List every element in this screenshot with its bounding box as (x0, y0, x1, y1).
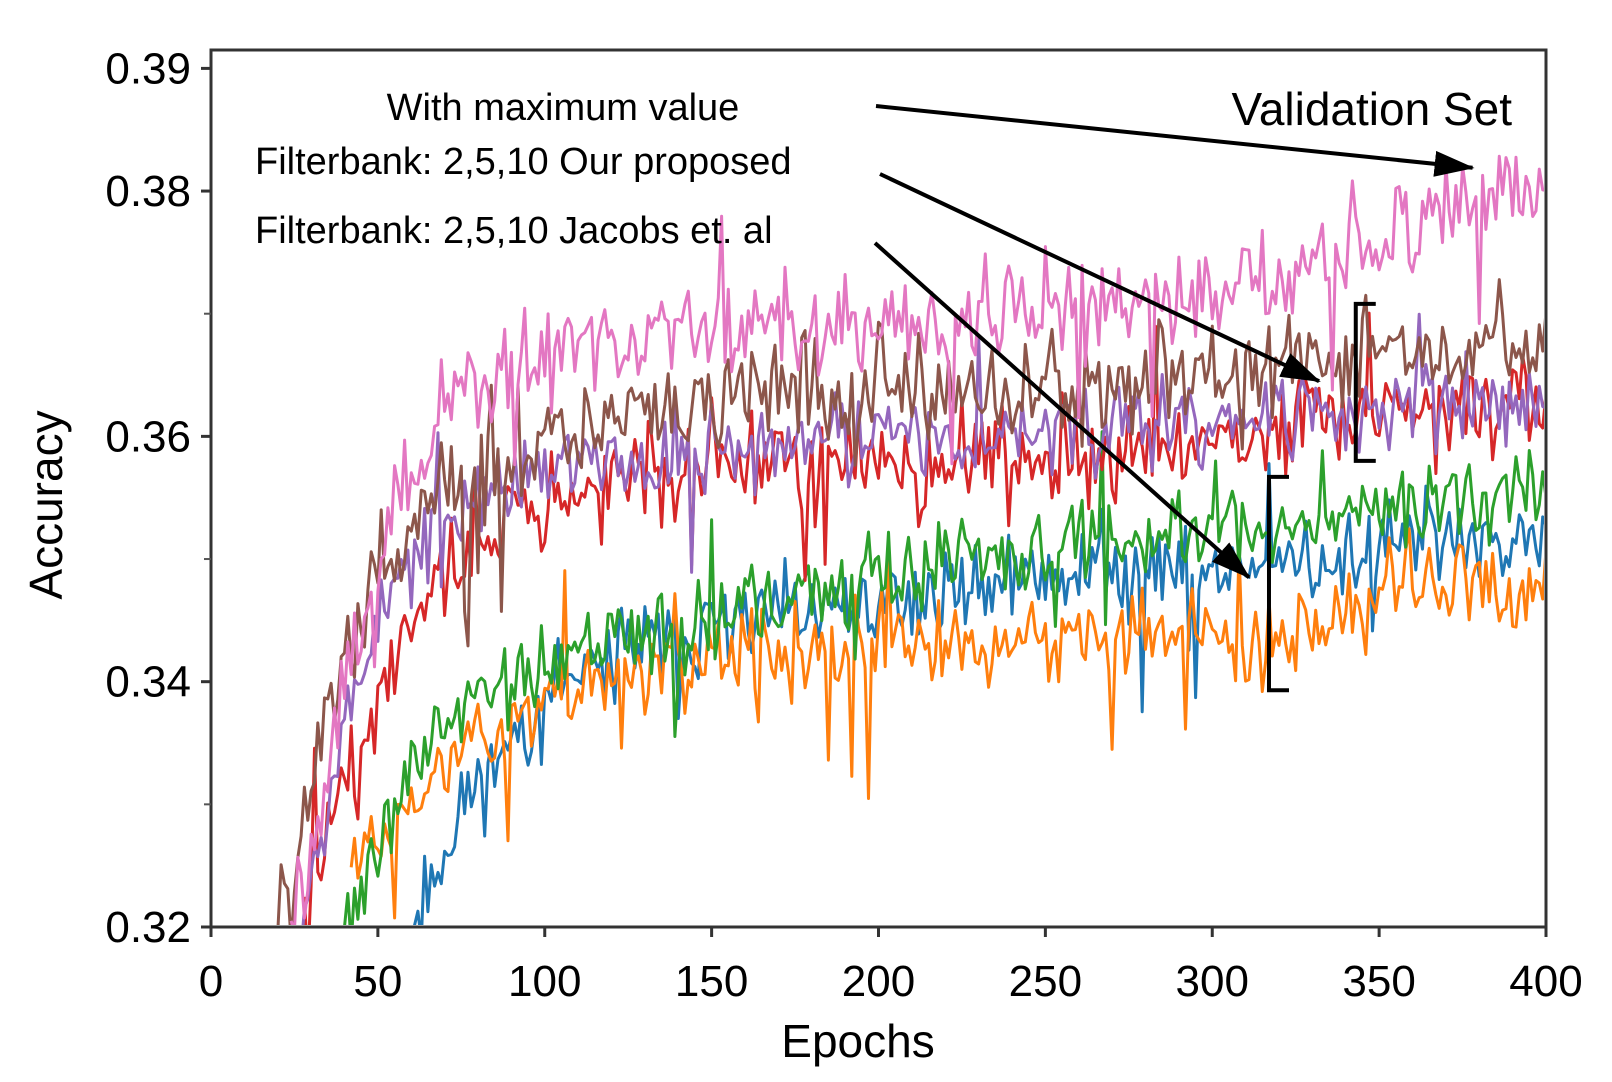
y-tick-label-0.34: 0.34 (105, 658, 191, 707)
x-tick-label-100: 100 (508, 957, 581, 1006)
axis-layer: 0 50 100 150 200 250 300 350 400 0.32 0.34 0.36 0.38… (105, 44, 1582, 1006)
x-tick-label-0: 0 (199, 957, 223, 1006)
arrow-max-value (875, 104, 1475, 177)
series-line-blue (413, 462, 1544, 925)
series-layer (276, 154, 1544, 925)
annotation-max-value: With maximum value (387, 87, 740, 129)
x-axis-title: Epochs (781, 1015, 934, 1067)
x-tick-label-150: 150 (675, 957, 748, 1006)
y-tick-label-0.32: 0.32 (105, 903, 191, 952)
x-tick-label-50: 50 (353, 957, 402, 1006)
series-line-pink (289, 154, 1544, 925)
arrow-our-proposed (879, 172, 1321, 383)
annotation-jacobs: Filterbank: 2,5,10 Jacobs et. al (255, 210, 773, 252)
x-tick-label-250: 250 (1009, 957, 1082, 1006)
y-axis-title: Accuracy (20, 410, 72, 599)
x-tick-label-400: 400 (1509, 957, 1582, 1006)
series-line-green (343, 430, 1544, 925)
x-tick-label-300: 300 (1176, 957, 1249, 1006)
arrow-jacobs (873, 241, 1251, 579)
bracket-upper-group (1353, 301, 1376, 463)
annotation-our-proposed: Filterbank: 2,5,10 Our proposed (255, 141, 792, 183)
panel-title: Validation Set (1232, 83, 1513, 135)
y-tick-label-0.38: 0.38 (105, 167, 191, 216)
y-tick-label-0.36: 0.36 (105, 412, 191, 461)
x-tick-label-200: 200 (842, 957, 915, 1006)
bracket-lower-group (1266, 474, 1289, 693)
x-tick-label-350: 350 (1342, 957, 1415, 1006)
bracket-layer (1266, 301, 1376, 693)
y-tick-label-0.39: 0.39 (105, 44, 191, 93)
series-line-orange (349, 527, 1544, 920)
annotation-arrows (873, 104, 1475, 579)
